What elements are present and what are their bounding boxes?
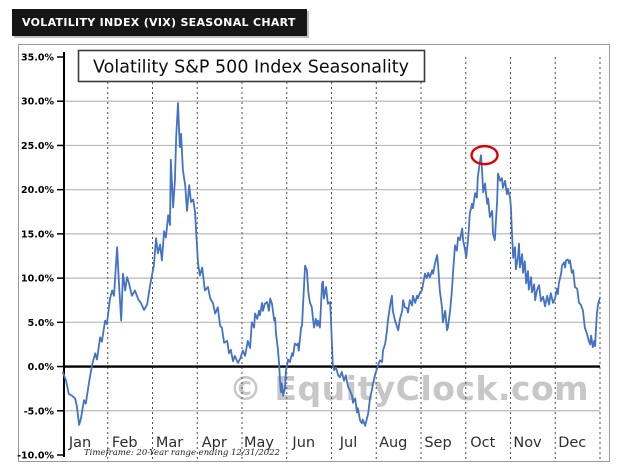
svg-text:-10.0%: -10.0% (17, 451, 54, 462)
svg-text:30.0%: 30.0% (21, 97, 54, 108)
svg-text:Aug: Aug (379, 435, 407, 451)
svg-text:25.0%: 25.0% (21, 141, 54, 152)
svg-text:Feb: Feb (112, 435, 138, 451)
svg-text:Jul: Jul (339, 435, 358, 451)
y-axis-labels: 35.0% 30.0% 25.0% 20.0% 15.0% 10.0% 5.0% 0.0% -5… (17, 53, 54, 462)
svg-text:20.0%: 20.0% (21, 185, 54, 196)
y-axis (57, 52, 65, 457)
svg-text:Jun: Jun (291, 435, 315, 451)
svg-text:5.0%: 5.0% (28, 318, 55, 329)
svg-text:Jan: Jan (68, 435, 91, 451)
page-title: VOLATILITY INDEX (VIX) SEASONAL CHART (22, 16, 296, 29)
svg-text:Dec: Dec (558, 435, 586, 451)
svg-text:Sep: Sep (424, 435, 451, 451)
seasonality-line (62, 102, 601, 427)
svg-text:Apr: Apr (202, 435, 227, 451)
page-title-bar: VOLATILITY INDEX (VIX) SEASONAL CHART (12, 9, 307, 36)
svg-text:-5.0%: -5.0% (24, 406, 55, 417)
svg-text:May: May (244, 435, 274, 451)
svg-text:35.0%: 35.0% (21, 53, 54, 64)
chart-title-box (77, 49, 426, 83)
chart-title: Volatility S&P 500 Index Seasonality (93, 58, 409, 78)
svg-text:15.0%: 15.0% (21, 229, 54, 240)
svg-text:Oct: Oct (470, 435, 495, 451)
vertical-gridlines (107, 57, 601, 460)
watermark: © EquityClock.com (229, 369, 589, 408)
svg-text:Nov: Nov (513, 435, 542, 451)
svg-text:10.0%: 10.0% (21, 274, 54, 285)
month-labels: Jan Feb Mar Apr May Jun Jul Aug Sep Oct Nov Dec (68, 435, 586, 451)
svg-text:Mar: Mar (156, 435, 183, 451)
svg-text:0.0%: 0.0% (28, 362, 55, 373)
timeframe-footnote: Timeframe: 20-Year range ending 12/31/20… (84, 448, 280, 458)
peak-annotation-ellipse (470, 144, 499, 166)
